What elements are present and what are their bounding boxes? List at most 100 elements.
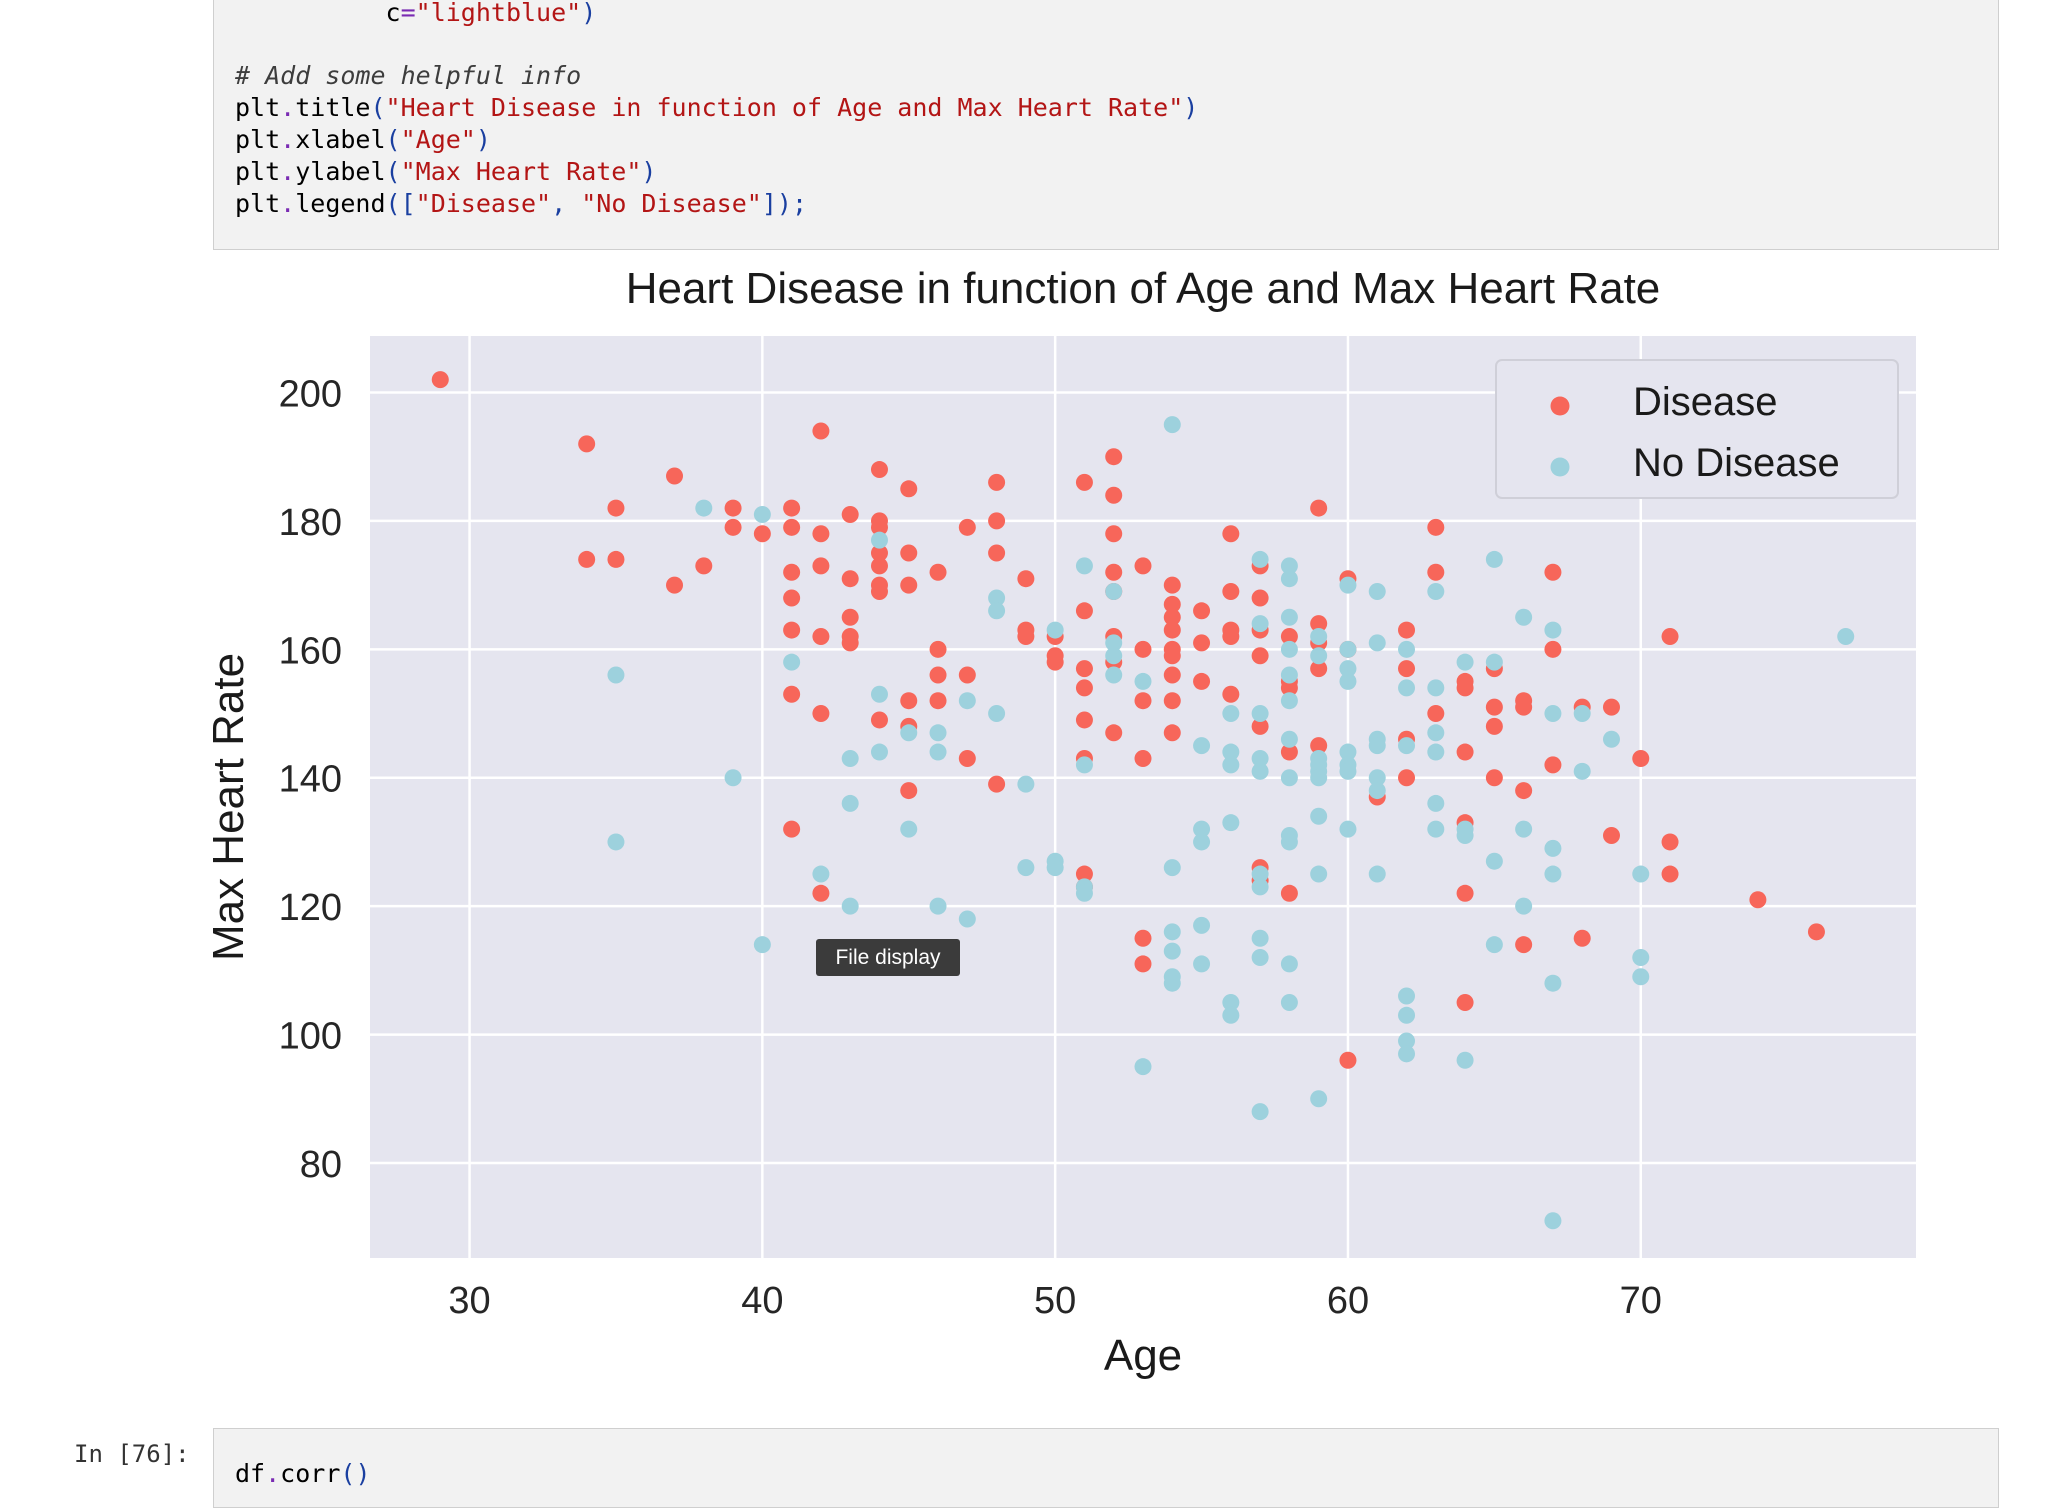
point-disease — [1310, 615, 1328, 633]
point-no-disease — [841, 794, 859, 812]
point-no-disease — [1398, 679, 1416, 697]
point-no-disease — [1427, 583, 1445, 601]
point-no-disease — [988, 602, 1006, 620]
point-disease — [1105, 448, 1123, 466]
point-no-disease — [929, 897, 947, 915]
point-disease — [988, 512, 1006, 530]
point-disease — [1251, 647, 1269, 665]
point-disease — [1134, 557, 1152, 575]
point-disease — [988, 473, 1006, 491]
next-code-cell[interactable]: df.corr() — [213, 1428, 1999, 1508]
legend-box — [1495, 359, 1899, 499]
point-no-disease — [870, 531, 888, 549]
point-disease — [900, 782, 918, 800]
point-no-disease — [1193, 833, 1211, 851]
code-cell[interactable]: c="lightblue") # Add some helpful info p… — [213, 0, 1999, 250]
point-disease — [1398, 769, 1416, 787]
point-no-disease — [783, 653, 801, 671]
point-disease — [1398, 660, 1416, 678]
point-no-disease — [1222, 993, 1240, 1011]
point-no-disease — [1075, 756, 1093, 774]
point-disease — [1544, 640, 1562, 658]
point-disease — [929, 692, 947, 710]
point-disease — [1134, 692, 1152, 710]
point-no-disease — [1280, 833, 1298, 851]
x-tick-label: 50 — [1034, 1280, 1076, 1322]
point-disease — [1105, 525, 1123, 543]
point-disease — [1163, 576, 1181, 594]
point-disease — [1105, 563, 1123, 581]
point-disease — [1544, 563, 1562, 581]
code-line-ylabel: plt.ylabel("Max Heart Rate") — [235, 157, 657, 186]
point-disease — [1163, 647, 1181, 665]
point-disease — [988, 544, 1006, 562]
point-no-disease — [1251, 929, 1269, 947]
point-no-disease — [841, 749, 859, 767]
point-no-disease — [1222, 756, 1240, 774]
point-no-disease — [1398, 1006, 1416, 1024]
point-no-disease — [1398, 1045, 1416, 1063]
point-no-disease — [1251, 550, 1269, 568]
point-no-disease — [1280, 730, 1298, 748]
point-no-disease — [1398, 737, 1416, 755]
point-no-disease — [1632, 865, 1650, 883]
point-disease — [1310, 660, 1328, 678]
code-line-title: plt.title("Heart Disease in function of … — [235, 93, 1199, 122]
point-disease — [1075, 679, 1093, 697]
point-no-disease — [1339, 660, 1357, 678]
point-disease — [1134, 955, 1152, 973]
point-no-disease — [1339, 640, 1357, 658]
point-disease — [1485, 698, 1503, 716]
point-disease — [812, 525, 830, 543]
point-no-disease — [1339, 743, 1357, 761]
point-no-disease — [1544, 705, 1562, 723]
chart-title: Heart Disease in function of Age and Max… — [626, 264, 1661, 313]
point-disease — [1632, 749, 1650, 767]
point-no-disease — [1163, 942, 1181, 960]
point-no-disease — [1398, 987, 1416, 1005]
point-no-disease — [1163, 859, 1181, 877]
point-no-disease — [1398, 640, 1416, 658]
y-tick-label: 120 — [279, 887, 342, 929]
point-disease — [1456, 884, 1474, 902]
point-disease — [870, 711, 888, 729]
point-disease — [1661, 865, 1679, 883]
point-disease — [1251, 717, 1269, 735]
y-tick-label: 180 — [279, 502, 342, 544]
point-no-disease — [841, 897, 859, 915]
point-no-disease — [1398, 1032, 1416, 1050]
point-disease — [841, 608, 859, 626]
x-tick-label: 30 — [448, 1280, 490, 1322]
point-disease — [1222, 685, 1240, 703]
point-no-disease — [1251, 762, 1269, 780]
point-no-disease — [1310, 647, 1328, 665]
point-no-disease — [1485, 653, 1503, 671]
point-no-disease — [1251, 865, 1269, 883]
point-disease — [1193, 634, 1211, 652]
x-axis-label: Age — [1104, 1331, 1182, 1380]
point-disease — [1105, 486, 1123, 504]
point-disease — [841, 634, 859, 652]
y-tick-label: 200 — [279, 374, 342, 416]
point-no-disease — [1427, 724, 1445, 742]
point-disease — [1427, 563, 1445, 581]
point-disease — [1163, 724, 1181, 742]
point-disease — [753, 525, 771, 543]
point-disease — [1134, 640, 1152, 658]
code-line-xlabel: plt.xlabel("Age") — [235, 125, 491, 154]
point-disease — [431, 371, 449, 389]
point-disease — [1075, 602, 1093, 620]
point-disease — [870, 461, 888, 479]
point-disease — [1807, 923, 1825, 941]
point-no-disease — [958, 692, 976, 710]
point-disease — [988, 775, 1006, 793]
point-no-disease — [1339, 820, 1357, 838]
point-disease — [958, 518, 976, 536]
point-no-disease — [695, 499, 713, 517]
point-disease — [783, 563, 801, 581]
point-disease — [1163, 666, 1181, 684]
x-tick-label: 70 — [1620, 1280, 1662, 1322]
point-no-disease — [1544, 1212, 1562, 1230]
point-no-disease — [1368, 634, 1386, 652]
point-no-disease — [1544, 865, 1562, 883]
